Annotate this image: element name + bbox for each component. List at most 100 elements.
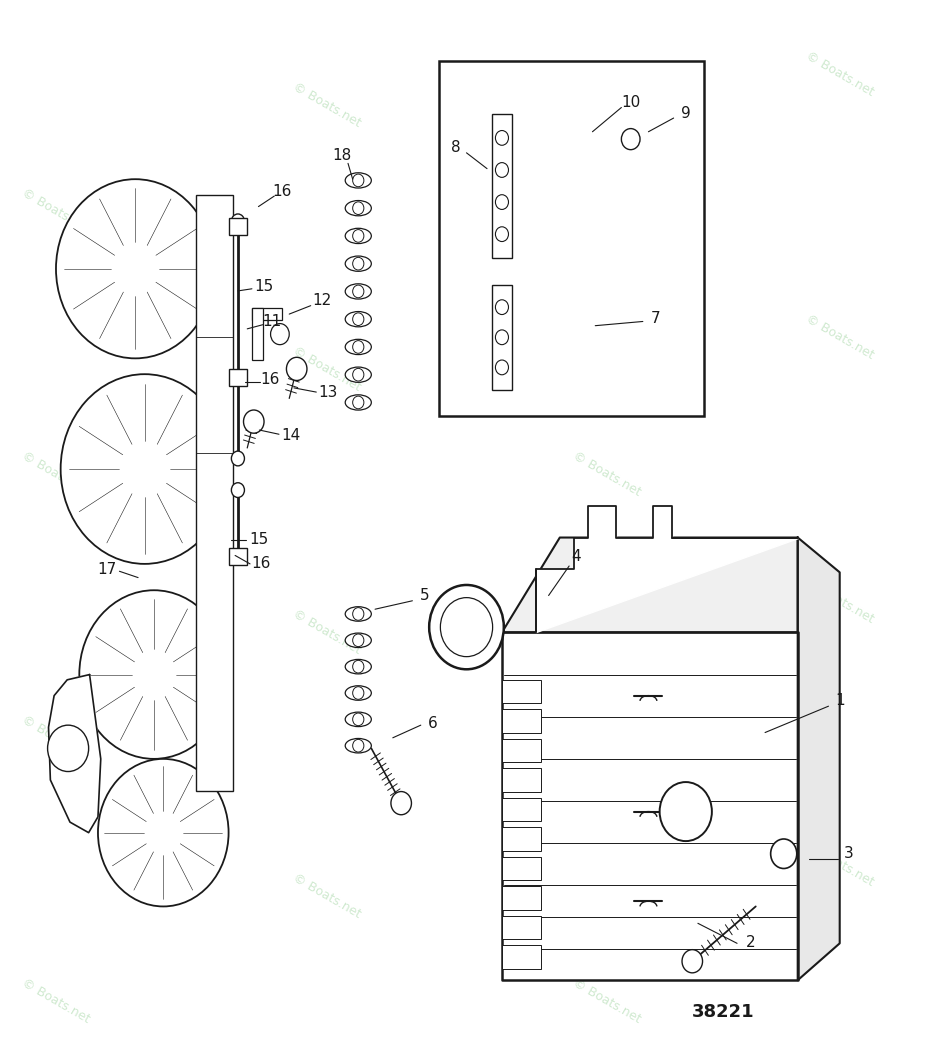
Text: 3: 3 [844, 846, 854, 861]
Circle shape [353, 313, 364, 326]
Polygon shape [798, 538, 840, 980]
Bar [502, 857, 541, 880]
Bar [502, 886, 541, 910]
Bar [439, 61, 704, 416]
Polygon shape [49, 675, 101, 833]
Polygon shape [502, 538, 798, 632]
Bar [492, 285, 512, 390]
Text: 9: 9 [681, 106, 690, 121]
Bar [502, 827, 541, 851]
Bar [229, 548, 247, 565]
Text: 12: 12 [313, 293, 331, 308]
Ellipse shape [345, 367, 371, 383]
Circle shape [353, 396, 364, 409]
Text: © Boats.net: © Boats.net [803, 313, 876, 362]
Bar [229, 218, 247, 235]
Ellipse shape [345, 686, 371, 700]
Bar [502, 709, 541, 733]
Bar [502, 739, 541, 762]
Text: © Boats.net: © Boats.net [803, 50, 876, 98]
Circle shape [61, 374, 229, 564]
Text: 10: 10 [621, 95, 640, 110]
Text: 15: 15 [255, 279, 273, 294]
Ellipse shape [345, 395, 371, 410]
Circle shape [98, 759, 229, 906]
Text: © Boats.net: © Boats.net [803, 840, 876, 889]
Circle shape [353, 713, 364, 725]
Circle shape [244, 410, 264, 433]
Bar [502, 680, 541, 703]
Text: 7: 7 [651, 311, 661, 326]
Circle shape [353, 174, 364, 187]
Text: 4: 4 [571, 549, 580, 564]
Circle shape [771, 839, 797, 868]
Text: © Boats.net: © Boats.net [570, 187, 643, 235]
Text: © Boats.net: © Boats.net [570, 450, 643, 499]
Circle shape [286, 357, 307, 380]
Bar [229, 369, 247, 386]
Ellipse shape [345, 713, 371, 726]
Circle shape [231, 549, 244, 564]
Circle shape [231, 483, 244, 497]
Text: 16: 16 [272, 184, 291, 199]
Text: © Boats.net: © Boats.net [803, 577, 876, 625]
Polygon shape [536, 506, 798, 632]
Text: 5: 5 [420, 588, 429, 603]
Circle shape [353, 687, 364, 700]
Ellipse shape [345, 339, 371, 354]
Circle shape [231, 451, 244, 466]
Circle shape [353, 286, 364, 297]
Circle shape [353, 202, 364, 214]
Circle shape [495, 131, 508, 145]
Circle shape [495, 330, 508, 345]
Ellipse shape [345, 739, 371, 753]
Text: 6: 6 [428, 716, 438, 730]
Text: 14: 14 [282, 428, 300, 443]
Circle shape [495, 227, 508, 241]
Circle shape [56, 179, 215, 358]
Circle shape [440, 598, 493, 657]
Bar [196, 195, 233, 790]
Circle shape [231, 214, 244, 229]
Text: 13: 13 [319, 385, 338, 399]
Circle shape [660, 782, 712, 841]
Circle shape [429, 585, 504, 669]
Text: 18: 18 [333, 149, 352, 163]
Polygon shape [502, 632, 798, 980]
Circle shape [353, 369, 364, 382]
Ellipse shape [345, 284, 371, 299]
Circle shape [353, 607, 364, 620]
Text: 15: 15 [250, 532, 269, 547]
Text: © Boats.net: © Boats.net [570, 714, 643, 762]
Text: 38221: 38221 [691, 1002, 755, 1021]
Text: 11: 11 [263, 314, 282, 329]
Text: 16: 16 [260, 372, 279, 387]
Text: © Boats.net: © Boats.net [290, 608, 363, 657]
Bar [502, 945, 541, 969]
Ellipse shape [345, 607, 371, 621]
Bar [492, 114, 512, 258]
Circle shape [353, 257, 364, 270]
Ellipse shape [345, 200, 371, 216]
Text: 2: 2 [746, 935, 756, 950]
Circle shape [353, 340, 364, 353]
Text: © Boats.net: © Boats.net [20, 450, 92, 499]
Circle shape [621, 129, 640, 150]
Bar [252, 308, 263, 360]
Text: © Boats.net: © Boats.net [20, 187, 92, 235]
Circle shape [682, 950, 703, 973]
Circle shape [353, 660, 364, 672]
Bar [502, 798, 541, 821]
Ellipse shape [345, 660, 371, 674]
Bar [502, 768, 541, 792]
Ellipse shape [345, 256, 371, 271]
Ellipse shape [345, 229, 371, 243]
Ellipse shape [345, 173, 371, 188]
Text: 1: 1 [835, 694, 844, 708]
Circle shape [271, 324, 289, 345]
Circle shape [353, 739, 364, 752]
Circle shape [495, 162, 508, 177]
Text: 17: 17 [98, 562, 117, 577]
Circle shape [495, 360, 508, 375]
Circle shape [79, 590, 229, 759]
